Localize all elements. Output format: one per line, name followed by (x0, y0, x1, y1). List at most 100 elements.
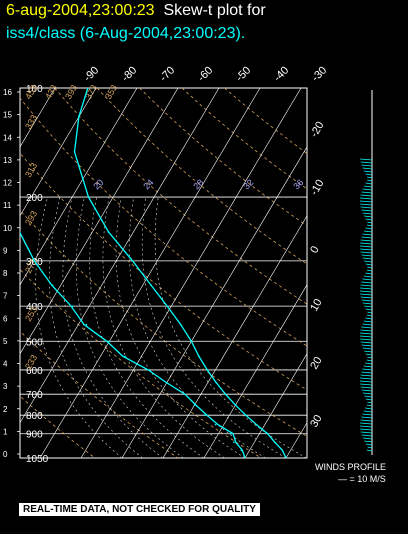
adiabat-label: 293 (23, 209, 39, 227)
dry-adiabat (54, 88, 307, 305)
wind-barb (361, 344, 373, 347)
wind-barb (361, 389, 373, 392)
dewpoint-trace (20, 231, 246, 458)
temperature-top-label: -70 (158, 64, 178, 84)
sounding-point (78, 115, 80, 118)
wind-barb (360, 377, 373, 380)
dry-adiabat (181, 88, 307, 190)
chart-subtitle: iss4/class (6-Aug-2004,23:00:23). (6, 25, 246, 42)
wind-barb (364, 260, 373, 263)
isotherm-line (80, 88, 302, 458)
sounding-point (33, 260, 36, 262)
dry-adiabats (20, 88, 307, 458)
sounding-point (198, 355, 200, 358)
height-tick-label: 10 (3, 224, 12, 233)
sounding-point (214, 423, 217, 426)
dry-adiabat (20, 209, 307, 437)
sounding-point (234, 404, 237, 406)
wind-barb (360, 248, 373, 251)
sounding-point (179, 323, 182, 326)
wind-barb (361, 191, 373, 194)
moist-adiabat (102, 197, 225, 458)
pressure-label: 700 (26, 390, 43, 401)
pressure-label: 500 (26, 337, 43, 348)
wind-barb (362, 392, 373, 395)
sounding-point (224, 393, 227, 395)
wind-barb (359, 335, 373, 338)
title-plot-type: Skew-t plot for (163, 2, 266, 19)
sounding-point (204, 414, 206, 417)
wind-barb (363, 230, 373, 233)
adiabat-label: 433 (43, 83, 59, 101)
sounding-point (266, 432, 269, 435)
quality-disclaimer: REAL-TIME DATA, NOT CHECKED FOR QUALITY (19, 503, 260, 516)
sounding-point (244, 457, 246, 458)
wind-barb (360, 428, 373, 431)
sounding-point (107, 231, 110, 233)
temperature-right-label: 20 (308, 355, 325, 372)
sounding-point (51, 284, 54, 286)
height-tick-label: 16 (3, 88, 12, 97)
wind-barb (367, 266, 373, 269)
wind-barb (362, 167, 373, 170)
moist-adiabat (154, 197, 307, 458)
wind-barb (359, 425, 373, 428)
pressure-label: 900 (26, 430, 43, 441)
wind-barb (360, 239, 373, 242)
wind-barb (363, 185, 373, 188)
height-tick-label: 2 (3, 405, 8, 414)
isotherm-line (20, 88, 220, 424)
moist-adiabat (62, 197, 164, 458)
wind-barb (367, 176, 373, 179)
winds-profile-label: WINDS PROFILE (315, 462, 386, 472)
wind-barb (367, 401, 373, 404)
height-tick-label: 4 (3, 360, 8, 369)
wind-barb (360, 383, 373, 386)
sounding-point (0, 151, 1, 153)
sounding-point (87, 88, 89, 89)
wind-barb (364, 440, 373, 443)
temperature-right-label: -10 (308, 178, 326, 198)
sounding-point (131, 260, 134, 262)
dry-adiabat (20, 152, 307, 391)
sounding-point (245, 414, 247, 417)
wind-barb (361, 236, 373, 239)
wind-barb (363, 365, 373, 368)
wind-barb (365, 407, 373, 410)
wind-barb (360, 329, 373, 332)
wind-barb (364, 395, 373, 398)
wind-barb (361, 209, 373, 212)
wind-barb (360, 386, 373, 389)
moist-adiabat (75, 197, 184, 458)
temperature-top-label: -50 (234, 64, 254, 84)
sounding-point (240, 449, 243, 452)
height-tick-label: 12 (3, 179, 12, 188)
sounding-point (108, 340, 111, 343)
wind-barb (365, 317, 373, 320)
wind-barb (362, 347, 373, 350)
wind-barb (365, 353, 373, 356)
isotherm-line (20, 88, 138, 286)
isotherm-line (162, 215, 307, 458)
wind-barb (365, 182, 373, 185)
wind-barb (365, 272, 373, 275)
moist-adiabat (35, 197, 123, 458)
sounding-point (233, 441, 235, 444)
wind-barb (362, 188, 373, 191)
height-tick-label: 7 (3, 292, 8, 301)
height-tick-label: 13 (3, 156, 12, 165)
wind-barb (359, 290, 373, 293)
temperature-top-label: -60 (196, 64, 216, 84)
isotherms (20, 88, 307, 458)
height-tick-label: 6 (3, 314, 8, 323)
wind-barb (360, 296, 373, 299)
wind-barb (367, 224, 373, 227)
wind-barb (367, 356, 373, 359)
height-tick-label: 8 (3, 269, 8, 278)
dry-adiabat (20, 268, 262, 458)
sounding-point (85, 323, 88, 326)
temperature-top-label: -40 (272, 64, 292, 84)
sounding-point (190, 340, 193, 343)
sounding-point (274, 441, 276, 444)
wind-barb (362, 437, 373, 440)
